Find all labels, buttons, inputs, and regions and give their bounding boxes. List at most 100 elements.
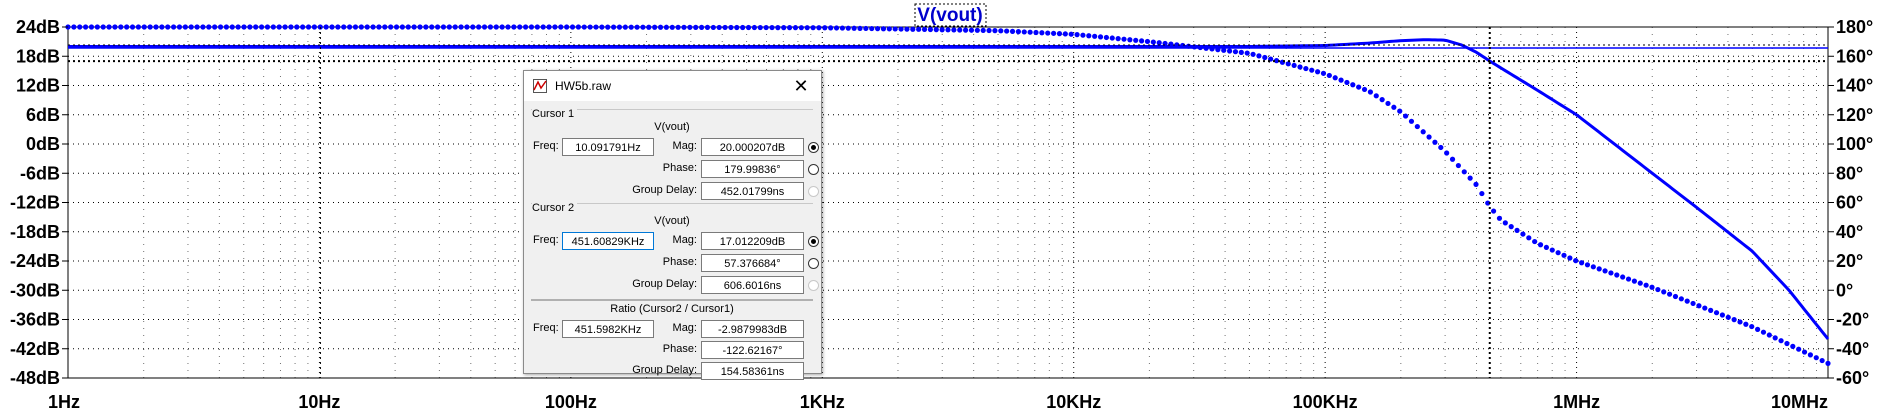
phase-series-point [440, 24, 447, 30]
phase-series-point [223, 24, 229, 30]
phase-series-point [687, 24, 693, 30]
phase-series-point [429, 24, 435, 30]
waveform-icon [533, 79, 547, 93]
cursor1-phase-radio[interactable] [808, 164, 819, 175]
phase-series-point [792, 25, 799, 31]
phase-series-point [851, 25, 857, 31]
cursor1-gd-field[interactable]: 452.01799ns [701, 182, 804, 200]
phase-series-point [129, 24, 136, 30]
phase-series-point [1051, 30, 1057, 36]
phase-series-point [1356, 84, 1362, 90]
x-tick-label: 10MHz [1771, 392, 1828, 412]
phase-series-point [1291, 62, 1297, 69]
phase-series-point [1115, 36, 1121, 42]
y-left-tick-label: 0dB [26, 134, 60, 154]
phase-series-point [833, 25, 840, 31]
phase-series-point [1133, 37, 1139, 43]
phase-series-point [1526, 235, 1532, 241]
cursor-layer[interactable] [68, 27, 1828, 378]
x-tick-label: 100Hz [545, 392, 597, 412]
phase-series-point [816, 25, 822, 31]
y-left-tick-label: 12dB [16, 76, 60, 96]
phase-series-point [1180, 42, 1186, 49]
cursor1-gd-radio[interactable] [808, 186, 819, 197]
cursor2-phase-radio[interactable] [808, 258, 819, 269]
close-button[interactable]: ✕ [793, 76, 809, 96]
cursor2-mag-radio[interactable] [808, 236, 819, 247]
phase-series-point [992, 28, 998, 34]
cursor2-mag-field[interactable]: 17.012209dB [701, 232, 804, 250]
y-right-tick-label: -20° [1836, 310, 1869, 330]
phase-series-point [1543, 244, 1549, 251]
cursor2-phase-field[interactable]: 57.376684° [701, 254, 804, 272]
phase-series-point [1485, 200, 1491, 206]
phase-series-point [1567, 255, 1573, 261]
phase-series-point [423, 24, 429, 30]
phase-series-point [1080, 32, 1086, 38]
phase-series-point [1403, 113, 1409, 119]
y-right-tick-label: -60° [1836, 368, 1869, 388]
x-tick-label: 1KHz [800, 392, 845, 412]
cursor2-gd-label: Group Delay: [632, 278, 697, 290]
cursor2-gd-radio[interactable] [808, 280, 819, 291]
phase-series-point [587, 24, 593, 30]
cursor1-gd-label: Group Delay: [632, 184, 697, 196]
phase-series-point [1696, 303, 1702, 309]
cursor2-gd-field[interactable]: 606.6016ns [701, 276, 804, 294]
phase-series-point [1009, 28, 1016, 34]
cursor2-group-title: Cursor 2 [532, 202, 578, 214]
phase-series-point [828, 25, 834, 31]
x-tick-label: 1MHz [1553, 392, 1600, 412]
phase-series-point [728, 24, 734, 31]
phase-series-point [1690, 300, 1696, 307]
phase-series-point [581, 24, 587, 30]
phase-series-point [1555, 250, 1561, 256]
phase-series-point [435, 24, 441, 30]
phase-series-point [699, 24, 705, 30]
phase-series-point [1760, 329, 1767, 335]
dialog-titlebar[interactable]: HW5b.raw ✕ [524, 71, 821, 101]
phase-series-point [511, 24, 517, 30]
cursor2-freq-field[interactable]: 451.60829KHz [562, 232, 654, 250]
x-axis-ticks: 1Hz 10Hz 100Hz 1KHz 10KHz 100KHz 1MHz 10MHz [48, 392, 1828, 412]
phase-series-point [276, 24, 282, 30]
phase-series-point [452, 24, 458, 30]
phase-series-point [769, 24, 775, 31]
phase-series-point [1520, 231, 1526, 237]
phase-series-point [681, 24, 687, 30]
chart-title[interactable]: V(vout) [917, 5, 982, 26]
phase-series-point [1426, 134, 1432, 140]
phase-series-point [1790, 343, 1796, 349]
cursor2-phase-label: Phase: [662, 256, 697, 268]
cursor1-freq-field[interactable]: 10.091791Hz [562, 138, 654, 156]
phase-series-point [1256, 53, 1262, 59]
phase-series-point [1672, 293, 1679, 300]
cursor1-mag-radio[interactable] [808, 142, 819, 153]
cursor1-mag-label: Mag: [672, 140, 697, 152]
phase-series-point [405, 24, 411, 30]
chart-title-group: V(vout) [914, 3, 987, 27]
cursor1-phase-field[interactable]: 179.99836° [701, 160, 804, 178]
phase-series-point [1813, 355, 1819, 361]
phase-series-point [100, 24, 106, 30]
phase-series-point [569, 24, 576, 30]
phase-series-point [1590, 264, 1596, 270]
phase-series-point [1033, 29, 1039, 36]
phase-series-point [235, 24, 241, 30]
cursor1-mag-field[interactable]: 20.000207dB [701, 138, 804, 156]
phase-series-point [270, 24, 276, 30]
phase-series-point [1097, 34, 1104, 40]
phase-series-point [558, 24, 564, 30]
phase-series-point [200, 24, 206, 30]
x-tick-label: 10KHz [1046, 392, 1101, 412]
ratio-mag-label: Mag: [672, 322, 697, 334]
phase-series-point [1661, 289, 1667, 295]
phase-series-point [1637, 280, 1643, 286]
phase-series-point [1432, 139, 1438, 145]
series-layer [65, 24, 1831, 366]
y-right-tick-label: 40° [1836, 222, 1863, 242]
cursor1-group: Cursor 1 V(vout) Freq: 10.091791Hz Mag: … [531, 108, 819, 200]
cursor-readout-dialog[interactable]: HW5b.raw ✕ Cursor 1 V(vout) Freq: 10.091… [523, 70, 822, 380]
phase-series-point [1631, 278, 1637, 284]
